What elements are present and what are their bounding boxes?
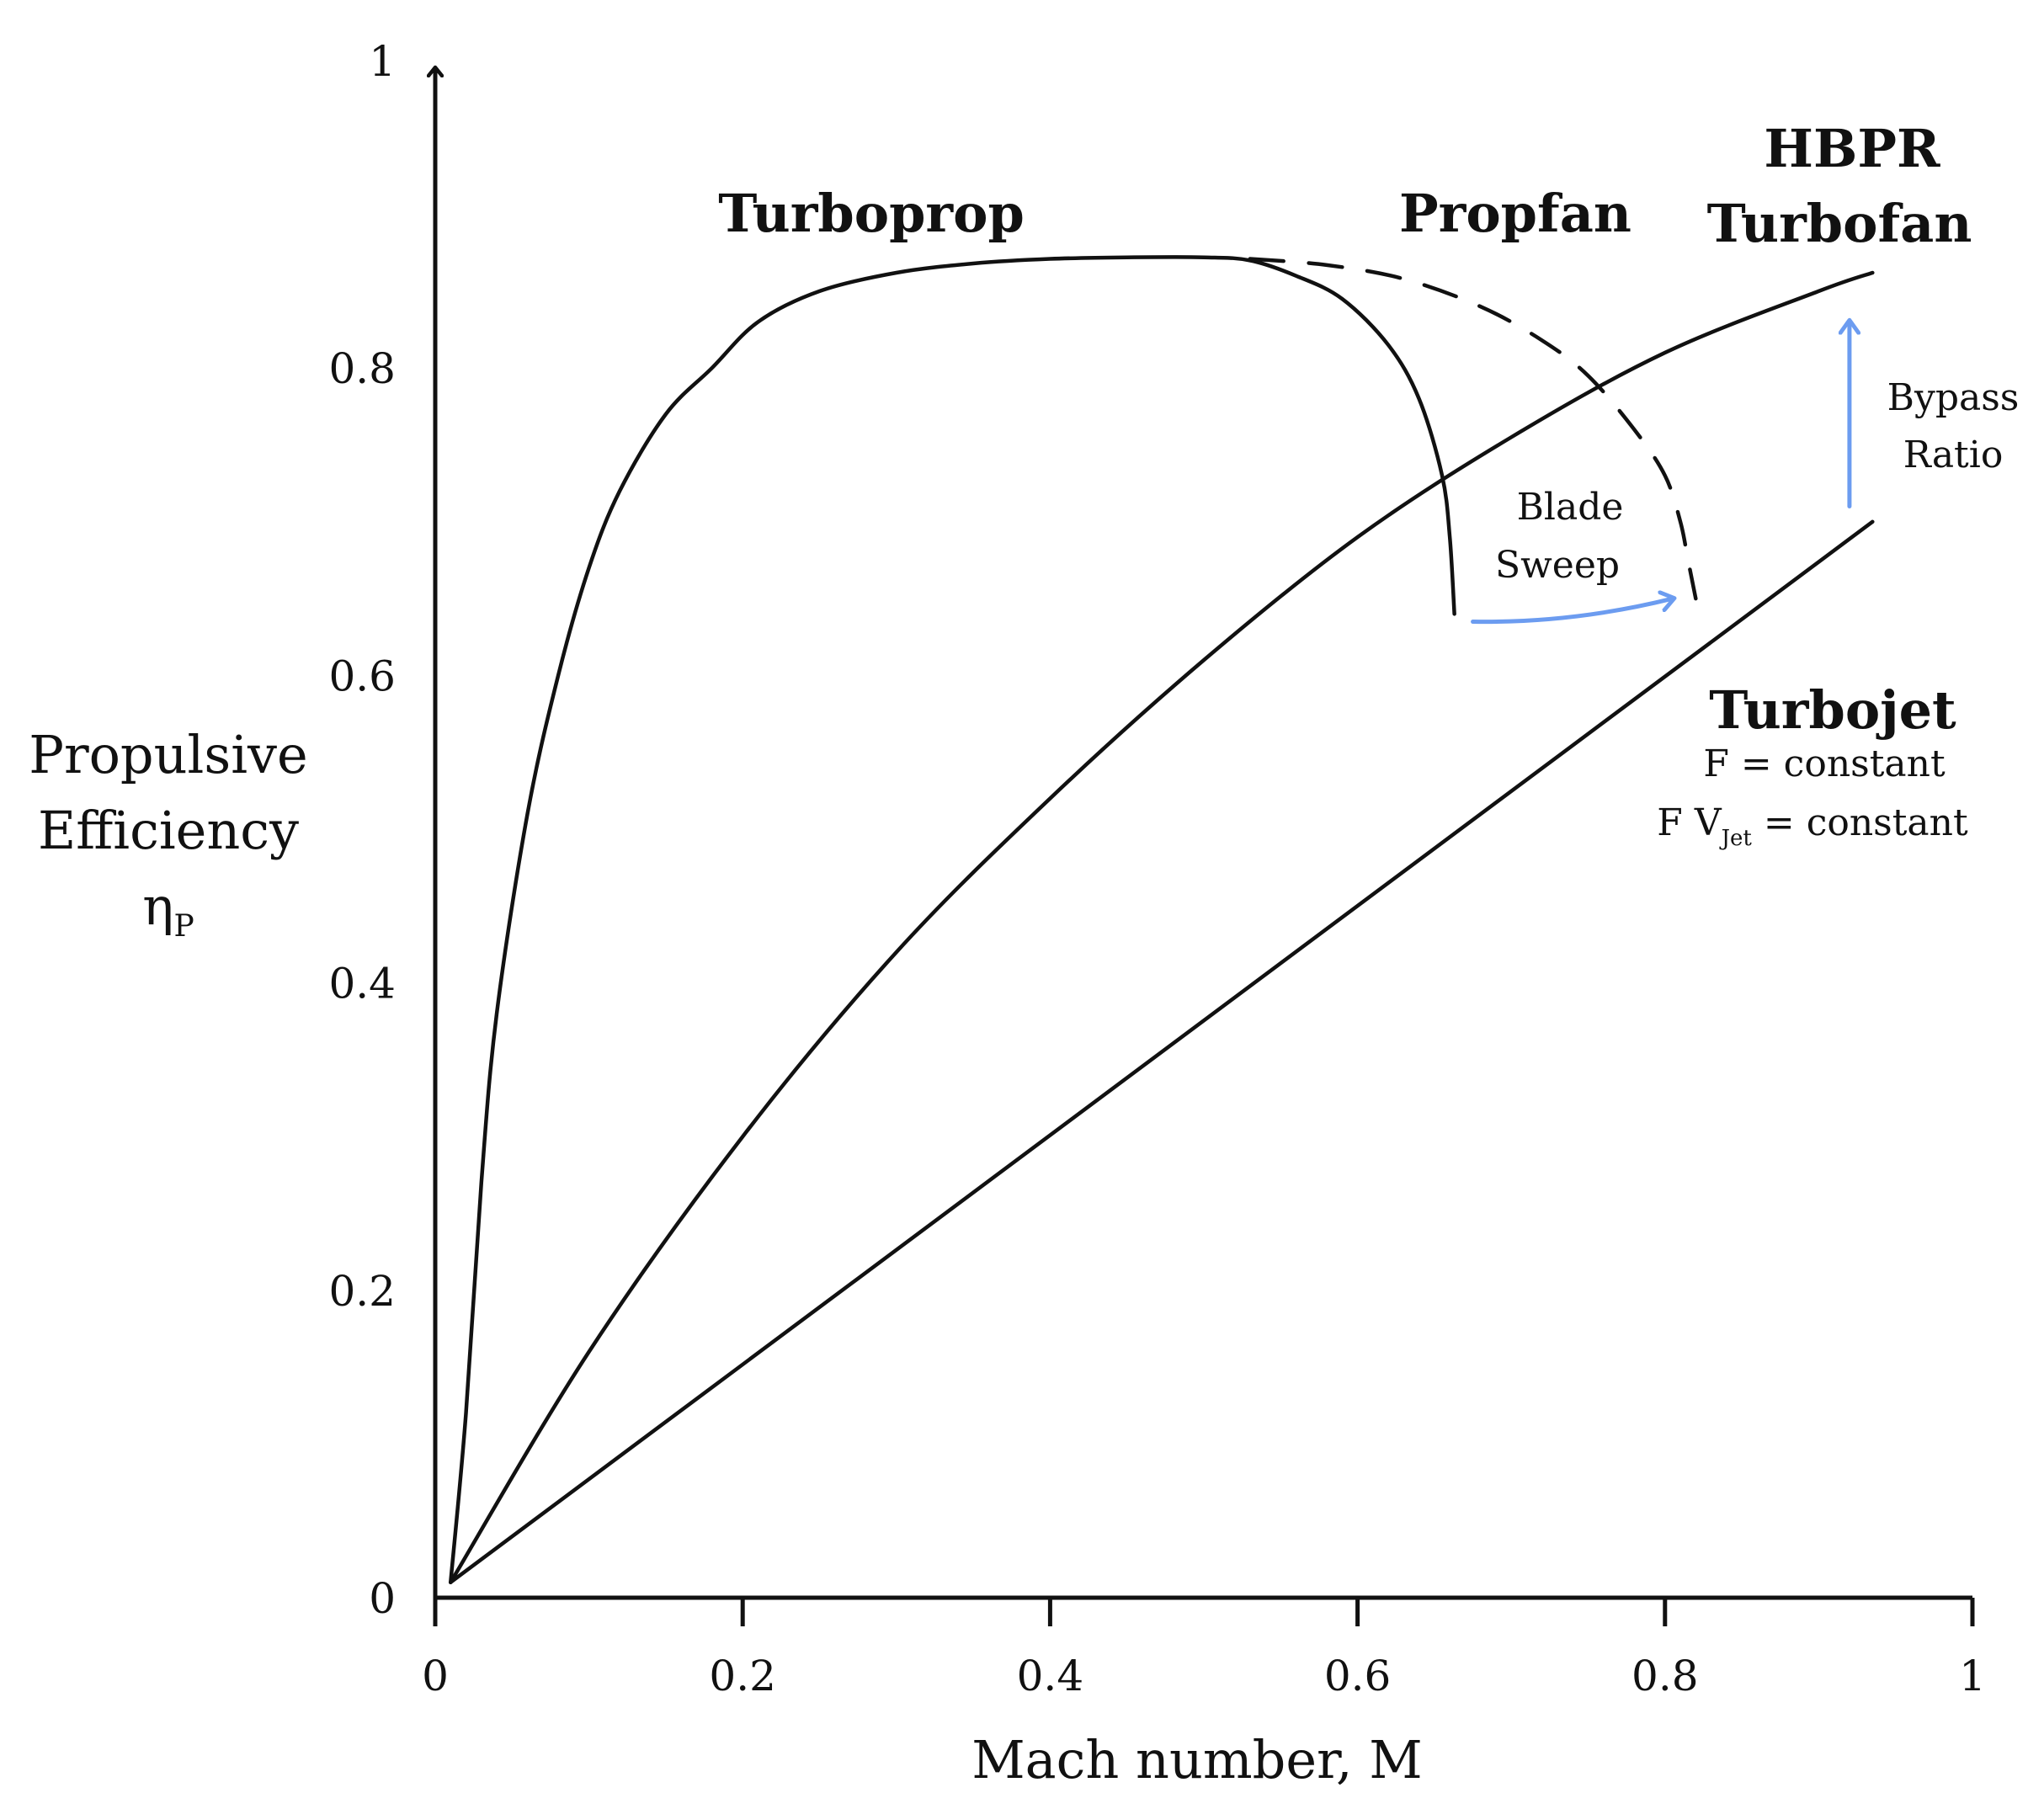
blade-sweep-arrow	[1471, 599, 1673, 625]
x-tick-label: 1	[1959, 1652, 1986, 1700]
hbpr-label-line-2: Turbofan	[1707, 193, 1972, 254]
x-tick-label: 0.8	[1631, 1652, 1699, 1700]
y-axis-title-line-1: Propulsive	[29, 724, 308, 785]
turbojet-note-2: F VJet = constant	[1657, 801, 1968, 851]
y-axis-title-line-2: Efficiency	[38, 800, 299, 861]
bypass-ratio-label-line-2: Ratio	[1903, 434, 2004, 476]
turboprop-curve	[449, 255, 1456, 1584]
propfan-label: Propfan	[1399, 183, 1631, 244]
x-tick-label: 0.6	[1324, 1652, 1392, 1700]
x-axis-title: Mach number, M	[971, 1729, 1423, 1790]
hbpr-turbofan-curve	[449, 270, 1875, 1584]
y-tick-label: 0	[369, 1574, 396, 1623]
turbojet-note-2-subscript: Jet	[1719, 826, 1753, 851]
eta-subscript: P	[173, 909, 194, 944]
y-axis-title: Propulsive Efficiency ηP	[29, 724, 308, 944]
turbojet-note-2-prefix: F V	[1657, 801, 1722, 844]
y-tick-label: 0.2	[328, 1267, 396, 1316]
blade-sweep-label-line-1: Blade	[1517, 486, 1624, 529]
y-tick-label: 0.8	[328, 344, 396, 393]
annotation-layer	[1471, 322, 1850, 625]
x-tick-label: 0.2	[709, 1652, 776, 1700]
y-tick-label: 0.6	[328, 652, 396, 700]
y-tick-label: 0.4	[328, 960, 396, 1008]
turbojet-label: Turbojet	[1709, 679, 1956, 741]
y-tick-label: 1	[369, 37, 396, 86]
eta-symbol: η	[142, 875, 173, 937]
tick-marks	[433, 1598, 1975, 1626]
propfan-curve	[1248, 257, 1698, 601]
turboprop-label: Turboprop	[718, 183, 1025, 244]
turbojet-note-1: F = constant	[1703, 742, 1946, 785]
axes	[435, 69, 1972, 1600]
hbpr-label-line-1: HBPR	[1764, 118, 1940, 179]
bypass-ratio-label-line-1: Bypass	[1887, 376, 2020, 419]
tick-labels: 0 0.2 0.4 0.6 0.8 1 0 0.2 0.4 0.6 0.8 1	[328, 37, 1985, 1700]
turbojet-note-2-suffix: = constant	[1752, 801, 1968, 844]
series-layer	[449, 255, 1875, 1584]
x-tick-label: 0.4	[1017, 1652, 1084, 1700]
blade-sweep-label-line-2: Sweep	[1495, 544, 1620, 587]
x-tick-label: 0	[422, 1652, 449, 1700]
y-axis-title-symbol: ηP	[142, 875, 194, 944]
turbojet-curve	[449, 519, 1875, 1584]
